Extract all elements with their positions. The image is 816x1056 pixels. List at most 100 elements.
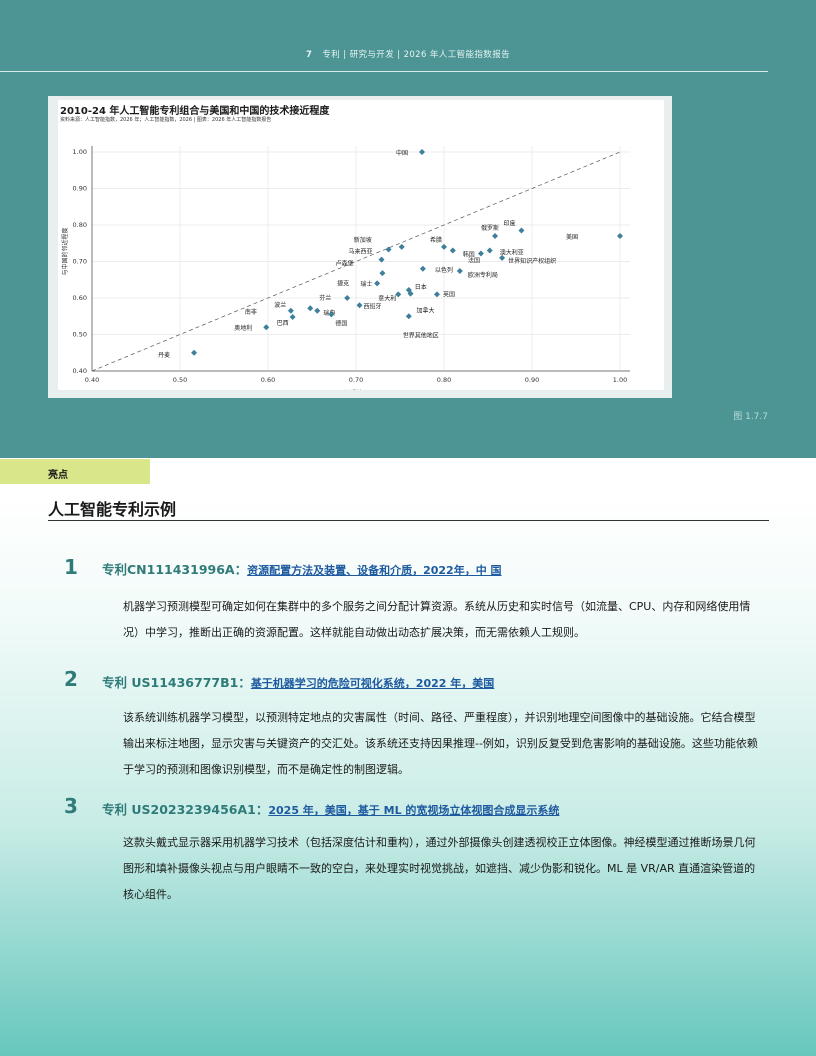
patent-number: 2 <box>64 667 78 691</box>
data-point <box>407 290 414 297</box>
patent-description: 这款头戴式显示器采用机器学习技术（包括深度估计和重构），通过外部摄像头创建透视校… <box>123 836 756 901</box>
x-axis-title: 邻近美国 <box>343 388 369 390</box>
point-label: 丹麦 <box>158 351 170 359</box>
point-label: 英国 <box>443 290 455 298</box>
patent-id: 专利CN111431996A： <box>102 562 248 577</box>
patent-title-link[interactable]: 基于机器学习的危险可视化系统，2022 年，美国 <box>250 677 495 690</box>
data-point <box>398 243 405 250</box>
highlight-tag: 亮点 <box>0 459 150 484</box>
data-point <box>617 232 623 239</box>
patent-number: 1 <box>64 555 78 579</box>
data-point <box>499 254 506 261</box>
point-label: 中国 <box>396 149 408 157</box>
data-point <box>419 265 426 272</box>
point-label: 日本 <box>415 283 427 291</box>
point-label: 法国 <box>468 256 480 264</box>
page-number: 7 <box>306 50 313 60</box>
point-label: 南非 <box>245 308 257 316</box>
parity-reference-line <box>91 151 621 372</box>
patent-title-link[interactable]: 资源配置方法及装置、设备和介质，2022年，中 国 <box>247 564 502 577</box>
patent-id: 专利 US2023239456A1： <box>102 802 269 817</box>
section-divider <box>48 520 769 521</box>
x-tick-label: 0.80 <box>437 376 451 384</box>
point-label: 波兰 <box>274 301 286 309</box>
data-point <box>419 149 425 155</box>
data-point <box>289 313 296 320</box>
point-label: 新加坡 <box>354 236 372 244</box>
header-divider <box>0 71 768 72</box>
data-point <box>374 280 381 287</box>
y-axis-title: 与中国的邻近程度 <box>61 227 69 275</box>
data-point <box>518 227 525 234</box>
patent-heading: 专利CN111431996A：资源配置方法及装置、设备和介质，2022年，中 国 <box>102 559 502 578</box>
patent-number: 3 <box>64 794 78 818</box>
scatter-chart: 0.40 0.50 0.60 0.70 0.80 0.90 1.00 0.40 0.50 0.60… <box>61 146 630 390</box>
point-label: 芬兰 <box>319 294 331 302</box>
point-label: 以色列 <box>435 266 453 274</box>
point-label: 西班牙 <box>364 302 382 310</box>
y-tick-label: 0.60 <box>73 294 87 302</box>
data-point <box>395 291 402 298</box>
data-point <box>441 243 447 250</box>
patent-description: 机器学习预测模型可确定如何在集群中的多个服务之间分配计算资源。系统从历史和实时信… <box>123 600 751 639</box>
patent-id: 专利 US11436777B1： <box>102 675 251 690</box>
data-point <box>328 311 335 318</box>
data-point <box>477 250 484 257</box>
data-point <box>456 267 463 274</box>
y-tick-label: 0.70 <box>73 258 87 266</box>
point-label: 奥地利 <box>234 324 252 332</box>
x-tick-label: 1.00 <box>613 376 627 384</box>
point-label: 瑞典 <box>323 309 335 317</box>
data-point <box>385 246 392 253</box>
chart-source: 资料来源：人工智能指数，2026 年；人工智能指数，2026 | 图表：2026… <box>60 117 272 123</box>
section-title: 人工智能专利示例 <box>48 500 177 519</box>
y-tick-label: 0.50 <box>73 331 87 339</box>
chart-card: 2010-24 年人工智能专利组合与美国和中国的技术接近程度 资料来源：人工智能… <box>48 96 672 398</box>
point-label: 瑞士 <box>360 280 372 288</box>
chart-panel: 2010-24 年人工智能专利组合与美国和中国的技术接近程度 资料来源：人工智能… <box>58 100 664 390</box>
data-point <box>486 247 493 254</box>
chart-title: 2010-24 年人工智能专利组合与美国和中国的技术接近程度 <box>60 106 330 117</box>
point-label: 卢森堡 <box>336 260 354 268</box>
point-label: 世界其他地区 <box>403 331 439 339</box>
y-tick-label: 0.40 <box>73 367 87 375</box>
x-tick-label: 0.40 <box>85 376 99 384</box>
x-tick-label: 0.60 <box>261 376 275 384</box>
data-point <box>449 247 456 254</box>
data-point <box>378 256 385 263</box>
patent-heading: 专利 US2023239456A1：2025 年，美国，基于 ML 的宽视场立体… <box>102 799 559 818</box>
data-point <box>263 324 270 331</box>
figure-label: 图 1.7.7 <box>733 412 768 422</box>
data-point <box>492 232 499 239</box>
y-tick-label: 1.00 <box>73 148 87 156</box>
running-header: 7 专利 | 研究与开发 | 2026 年人工智能指数报告 <box>0 48 816 60</box>
point-label: 希腊 <box>430 236 442 244</box>
data-point <box>287 307 294 314</box>
point-label: 加拿大 <box>417 307 435 315</box>
point-label: 韩国 <box>463 251 475 259</box>
highlight-tag-label: 亮点 <box>48 470 68 481</box>
data-point <box>379 270 386 277</box>
data-point <box>405 313 412 320</box>
point-label: 巴西 <box>277 320 289 327</box>
point-label: 世界知识产权组织 <box>508 257 556 265</box>
data-point <box>433 291 440 298</box>
x-tick-label: 0.50 <box>173 376 187 384</box>
patent-heading: 专利 US11436777B1：基于机器学习的危险可视化系统，2022 年，美国 <box>102 672 494 691</box>
data-point <box>307 305 314 312</box>
data-point <box>191 349 198 356</box>
point-label: 澳大利亚 <box>500 249 524 257</box>
y-tick-label: 0.80 <box>73 221 87 229</box>
point-label: 意大利 <box>378 294 396 302</box>
point-label: 印度 <box>503 219 515 227</box>
patent-description: 该系统训练机器学习模型，以预测特定地点的灾害属性（时间、路径、严重程度），并识别… <box>123 711 758 776</box>
x-tick-label: 0.70 <box>349 376 363 384</box>
data-point <box>356 302 363 309</box>
x-tick-label: 0.90 <box>525 376 539 384</box>
data-point <box>314 307 321 314</box>
patent-title-link[interactable]: 2025 年，美国，基于 ML 的宽视场立体视图合成显示系统 <box>268 804 560 817</box>
point-label: 欧洲专利局 <box>468 271 498 279</box>
data-point <box>344 295 351 301</box>
point-label: 美国 <box>566 233 578 241</box>
y-tick-label: 0.90 <box>73 185 87 193</box>
